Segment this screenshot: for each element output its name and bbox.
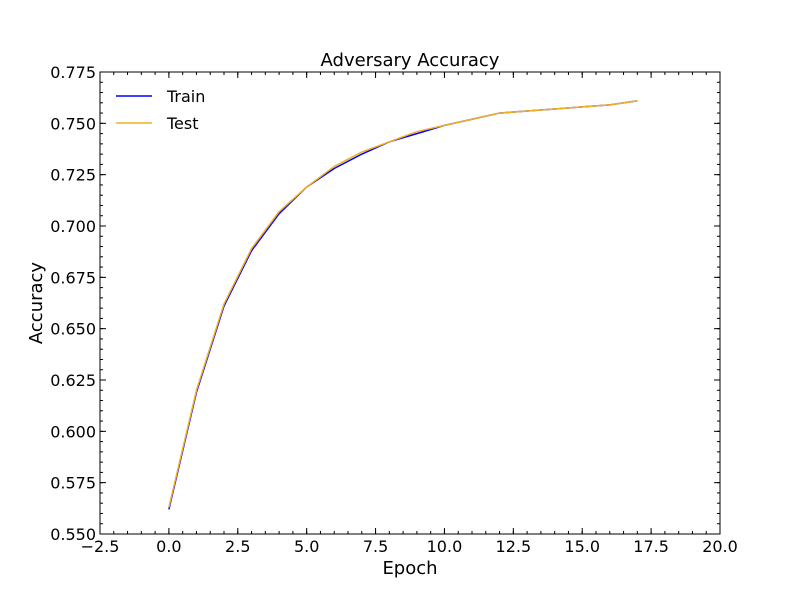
legend-label-test: Test <box>166 114 199 133</box>
chart-title: Adversary Accuracy <box>321 50 500 71</box>
y-tick-label: 0.725 <box>50 166 96 185</box>
x-tick-label: 15.0 <box>564 537 600 556</box>
legend: Train Test <box>116 87 205 133</box>
x-tick-label: 7.5 <box>363 537 388 556</box>
plot-frame <box>99 71 721 535</box>
x-tick-label: 10.0 <box>427 537 463 556</box>
x-tick-label: 17.5 <box>633 537 669 556</box>
plot-area <box>168 100 638 510</box>
y-tick-label: 0.700 <box>50 217 96 236</box>
axis-ticks: −2.5 0.0 2.5 5.0 7.5 10.0 12.5 15.0 17.5 20.0 0.55… <box>50 63 738 556</box>
y-tick-label: 0.625 <box>50 371 96 390</box>
x-tick-label: 20.0 <box>702 537 738 556</box>
y-tick-label: 0.575 <box>50 474 96 493</box>
y-tick-label: 0.600 <box>50 422 96 441</box>
legend-label-train: Train <box>166 87 205 106</box>
x-tick-label: 5.0 <box>294 537 319 556</box>
series-line-test <box>168 100 638 508</box>
x-tick-label: −2.5 <box>81 537 120 556</box>
y-tick-label: 0.775 <box>50 63 96 82</box>
x-tick-label: 12.5 <box>496 537 532 556</box>
x-tick-label: 0.0 <box>156 537 181 556</box>
y-tick-label: 0.750 <box>50 114 96 133</box>
y-tick-label: 0.675 <box>50 268 96 287</box>
y-tick-label: 0.650 <box>50 320 96 339</box>
y-axis-title: Accuracy <box>26 262 47 345</box>
x-axis-title: Epoch <box>382 558 437 579</box>
x-tick-label: 2.5 <box>225 537 250 556</box>
y-tick-label: 0.550 <box>50 525 96 544</box>
